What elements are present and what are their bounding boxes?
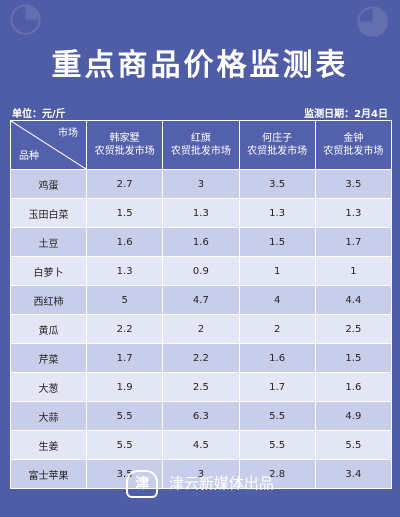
product-name: 芹菜 — [10, 343, 87, 373]
table-row: 玉田白菜 1.5 1.3 1.3 1.3 — [10, 198, 393, 228]
price-cell: 1.3 — [162, 198, 240, 228]
price-cell: 2.5 — [314, 314, 393, 344]
price-cell: 5.5 — [85, 401, 164, 431]
price-cell: 1.7 — [238, 372, 316, 402]
price-cell: 1.3 — [85, 256, 164, 286]
price-cell: 3 — [162, 459, 240, 489]
footer: 津 津云新媒体出品 — [0, 470, 400, 498]
footer-text: 津云新媒体出品 — [168, 474, 274, 493]
market-header: 何庄子 农贸批发市场 — [238, 120, 316, 170]
diagonal-line — [11, 121, 86, 169]
price-cell: 4.9 — [314, 401, 393, 431]
price-table: 市场 品种 韩家墅 农贸批发市场 红旗 农贸批发市场 何庄子 农贸批发市场 金钟 农贸批… — [10, 120, 393, 489]
date-label: 监测日期：2月4日 — [304, 109, 388, 120]
price-cell: 1.6 — [314, 372, 393, 402]
product-name: 西红柿 — [10, 285, 87, 315]
decorative-vegetables-left: ◔ — [8, 0, 43, 40]
price-cell: 2.7 — [85, 169, 164, 199]
price-cell: 3.4 — [314, 459, 393, 489]
market-axis-label: 市场 — [58, 128, 78, 139]
price-cell: 1 — [314, 256, 393, 286]
price-cell: 1.5 — [85, 198, 164, 228]
table-header-row: 市场 品种 韩家墅 农贸批发市场 红旗 农贸批发市场 何庄子 农贸批发市场 金钟 农贸批… — [10, 120, 393, 170]
price-cell: 5 — [85, 285, 164, 315]
price-cell: 5.5 — [238, 430, 316, 460]
price-cell: 4.5 — [162, 430, 240, 460]
price-cell: 5.5 — [238, 401, 316, 431]
price-cell: 2.8 — [238, 459, 316, 489]
product-name: 大蒜 — [10, 401, 87, 431]
table-row: 鸡蛋 2.7 3 3.5 3.5 — [10, 169, 393, 199]
market-header: 金钟 农贸批发市场 — [314, 120, 393, 170]
table-row: 黄瓜 2.2 2 2 2.5 — [10, 314, 393, 344]
price-cell: 3 — [162, 169, 240, 199]
price-cell: 6.3 — [162, 401, 240, 431]
table-row: 芹菜 1.7 2.2 1.6 1.5 — [10, 343, 393, 373]
table-row: 大葱 1.9 2.5 1.7 1.6 — [10, 372, 393, 402]
product-name: 大葱 — [10, 372, 87, 402]
price-cell: 1.3 — [238, 198, 316, 228]
market-header: 韩家墅 农贸批发市场 — [85, 120, 164, 170]
price-cell: 1.6 — [85, 227, 164, 257]
price-cell: 0.9 — [162, 256, 240, 286]
table-row: 大蒜 5.5 6.3 5.5 4.9 — [10, 401, 393, 431]
page-title: 重点商品价格监测表 — [51, 48, 349, 83]
price-cell: 2 — [238, 314, 316, 344]
corner-header: 市场 品种 — [10, 120, 87, 170]
product-name: 鸡蛋 — [10, 169, 87, 199]
price-cell: 5.5 — [314, 430, 393, 460]
table-row: 生姜 5.5 4.5 5.5 5.5 — [10, 430, 393, 460]
product-name: 生姜 — [10, 430, 87, 460]
price-cell: 4.7 — [162, 285, 240, 315]
price-cell: 3.5 — [314, 169, 393, 199]
price-cell: 1 — [238, 256, 316, 286]
price-cell: 2.2 — [162, 343, 240, 373]
tianjin-cloud-logo: 津 — [126, 470, 159, 498]
product-name: 土豆 — [10, 227, 87, 257]
price-cell: 4 — [238, 285, 316, 315]
price-cell: 1.3 — [314, 198, 393, 228]
price-cell: 1.6 — [238, 343, 316, 373]
table-row: 土豆 1.6 1.6 1.5 1.7 — [10, 227, 393, 257]
product-axis-label: 品种 — [19, 151, 39, 162]
price-cell: 2 — [162, 314, 240, 344]
price-cell: 1.7 — [85, 343, 164, 373]
product-name: 白萝卜 — [10, 256, 87, 286]
price-cell: 1.6 — [162, 227, 240, 257]
market-header: 红旗 农贸批发市场 — [162, 120, 240, 170]
product-name: 玉田白菜 — [10, 198, 87, 228]
price-cell: 2.2 — [85, 314, 164, 344]
price-cell: 1.5 — [238, 227, 316, 257]
decorative-vegetables-right: ◕ — [355, 0, 390, 42]
price-cell: 2.5 — [162, 372, 240, 402]
price-cell: 4.4 — [314, 285, 393, 315]
unit-label: 单位：元/斤 — [12, 109, 66, 120]
product-name: 富士苹果 — [10, 459, 87, 489]
table-row: 白萝卜 1.3 0.9 1 1 — [10, 256, 393, 286]
price-cell: 1.9 — [85, 372, 164, 402]
table-row: 西红柿 5 4.7 4 4.4 — [10, 285, 393, 315]
price-cell: 1.7 — [314, 227, 393, 257]
product-name: 黄瓜 — [10, 314, 87, 344]
price-cell: 5.5 — [85, 430, 164, 460]
price-cell: 1.5 — [314, 343, 393, 373]
price-cell: 3.5 — [238, 169, 316, 199]
